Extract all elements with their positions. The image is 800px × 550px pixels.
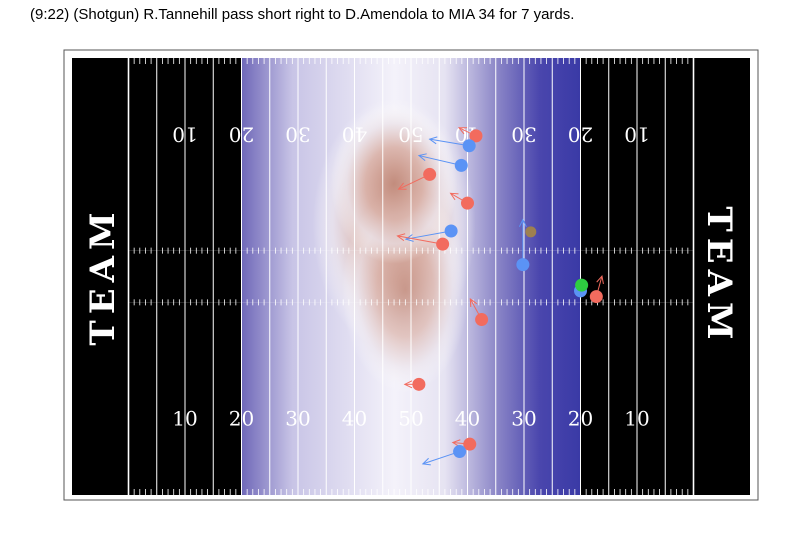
yard-number: 20	[229, 123, 254, 147]
offense-player-dot	[423, 167, 437, 181]
yard-number: 10	[624, 123, 649, 147]
offense-player-dot	[412, 377, 426, 391]
arrow-head	[396, 233, 406, 242]
direction-arrow	[418, 155, 462, 166]
players	[396, 127, 604, 466]
arrow-head	[421, 457, 431, 466]
arrow-head	[596, 274, 604, 285]
arrow-head	[457, 127, 468, 135]
offense-player-dot	[589, 290, 603, 304]
arrow-head	[428, 136, 438, 145]
direction-arrow	[429, 138, 470, 147]
yard-number: 20	[568, 406, 593, 430]
yard-number: 30	[285, 406, 310, 430]
offense-player-dot	[463, 437, 477, 451]
yard-number: 20	[229, 406, 254, 430]
endzone-label-right: TEAM	[699, 206, 739, 345]
direction-arrow	[397, 235, 443, 245]
play-description: (9:22) (Shotgun) R.Tannehill pass short …	[30, 6, 575, 23]
offense-player-dot	[436, 237, 450, 251]
yard-lines	[127, 58, 695, 495]
yard-number: 40	[342, 123, 367, 147]
hash-marks	[128, 58, 694, 495]
yard-number: 40	[455, 406, 480, 430]
defense-player-dot	[516, 258, 530, 272]
direction-arrow	[405, 230, 452, 240]
arrow-head	[417, 153, 427, 161]
offense-player-dot	[475, 313, 489, 327]
yard-number: 30	[285, 123, 310, 147]
yard-number: 30	[511, 406, 536, 430]
arrow-head	[449, 192, 459, 201]
yard-number: 40	[342, 406, 367, 430]
arrow-head	[518, 218, 527, 227]
yard-number: 30	[511, 123, 536, 147]
highlight-player-dot	[575, 278, 589, 292]
ball-player-dot	[525, 226, 537, 238]
yard-number: 10	[172, 123, 197, 147]
endzone-label-left: TEAM	[83, 206, 123, 345]
defense-player-dot	[462, 139, 476, 153]
arrow-head	[451, 439, 461, 448]
arrow-head	[469, 298, 478, 308]
arrow-head	[397, 182, 407, 190]
defense-player-dot	[454, 158, 468, 172]
offense-player-dot	[461, 196, 474, 210]
yard-number: 10	[624, 406, 649, 430]
yard-number: 50	[398, 406, 423, 430]
defense-player-dot	[444, 224, 458, 238]
arrow-head	[403, 380, 413, 389]
yard-number: 20	[568, 123, 593, 147]
arrow-head	[404, 234, 414, 242]
yard-number: 50	[398, 123, 423, 147]
heat-blob	[330, 103, 458, 264]
yard-number: 10	[172, 406, 197, 430]
offense-player-dot	[469, 129, 483, 143]
defense-player-dot	[453, 445, 467, 459]
